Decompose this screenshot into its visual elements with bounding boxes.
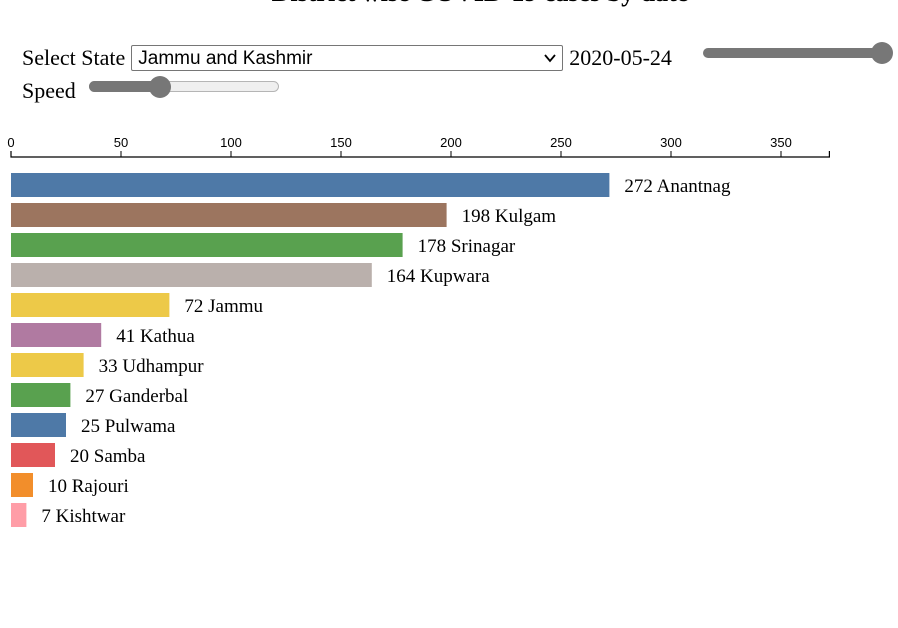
bar: [11, 263, 372, 287]
bar-label: 20 Samba: [70, 446, 146, 467]
speed-slider-thumb[interactable]: [148, 76, 171, 98]
bar: [11, 383, 71, 407]
x-axis-tick-label: 250: [550, 135, 572, 150]
bar: [11, 473, 33, 497]
bar-label: 41 Kathua: [116, 326, 195, 347]
bar-label: 72 Jammu: [184, 296, 263, 317]
x-axis-tick-label: 50: [114, 135, 128, 150]
date-label: 2020-05-24: [569, 45, 672, 70]
bar: [11, 233, 403, 257]
bar-label: 198 Kulgam: [462, 206, 557, 227]
bar: [11, 353, 84, 377]
bar: [11, 503, 27, 527]
bar-label: 178 Srinagar: [418, 236, 516, 257]
date-slider-fill: [703, 48, 882, 58]
bar-label: 10 Rajouri: [48, 476, 129, 497]
x-axis-tick-label: 300: [660, 135, 682, 150]
bar-chart: 0 50 100 150 200 250 300 350 272 Anantnag 198 Kul…: [7, 135, 830, 527]
bar-label: 164 Kupwara: [387, 266, 490, 287]
bar: [11, 413, 66, 437]
bar-label: 25 Pulwama: [81, 416, 176, 437]
bar-label: 7 Kishtwar: [41, 506, 126, 527]
speed-controls: Speed: [22, 78, 76, 104]
x-axis-tick-label: 0: [7, 135, 14, 150]
bar-label: 272 Anantnag: [624, 176, 731, 197]
state-select-value: Jammu and Kashmir: [138, 48, 313, 69]
bar-label: 33 Udhampur: [99, 356, 205, 377]
chart-title: District wise COVID-19 cases by date: [0, 0, 898, 8]
x-axis-tick-label: 350: [770, 135, 792, 150]
bar: [11, 173, 610, 197]
speed-slider[interactable]: [89, 76, 281, 98]
state-controls: Select State Jammu and Kashmir 2020-05-2…: [22, 44, 672, 72]
speed-label: Speed: [22, 78, 76, 103]
bar: [11, 443, 55, 467]
bar-label: 27 Ganderbal: [85, 386, 188, 407]
select-state-label: Select State: [22, 45, 126, 70]
state-select[interactable]: Jammu and Kashmir: [131, 45, 564, 71]
x-axis-tick-label: 100: [220, 135, 242, 150]
x-axis-line: [10, 151, 830, 158]
chevron-down-icon: [544, 54, 556, 63]
x-axis-tick-label: 150: [330, 135, 352, 150]
bar: [11, 293, 170, 317]
date-slider[interactable]: [703, 42, 893, 64]
bar: [11, 323, 102, 347]
date-slider-thumb[interactable]: [871, 42, 893, 64]
x-axis-tick-label: 200: [440, 135, 462, 150]
speed-slider-fill: [89, 81, 160, 92]
bar: [11, 203, 447, 227]
